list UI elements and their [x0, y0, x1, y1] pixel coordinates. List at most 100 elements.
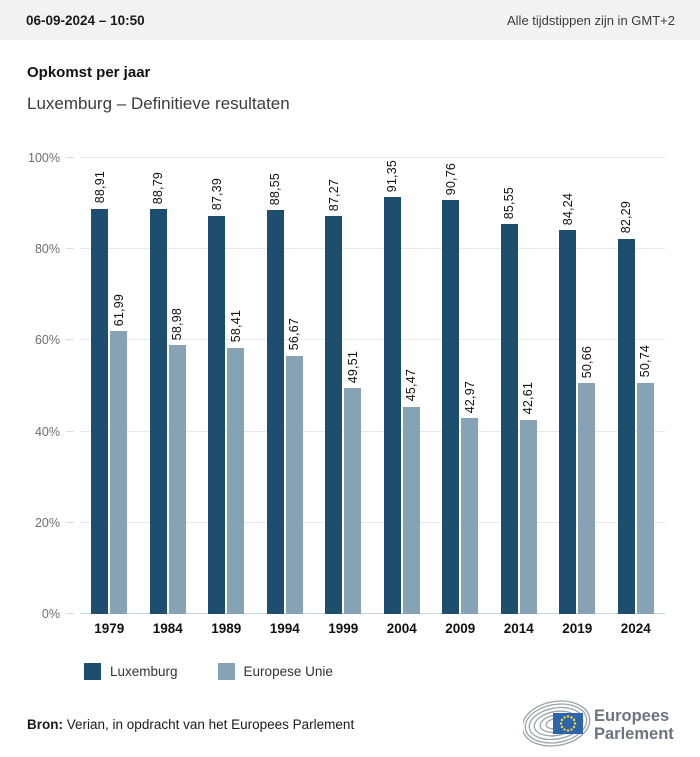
- bar-luxemburg[interactable]: 82,29: [617, 201, 635, 614]
- x-tick-label: 2024: [620, 621, 651, 636]
- page-title: Opkomst per jaar: [27, 64, 151, 81]
- source-text: Verian, in opdracht van het Europees Par…: [66, 716, 355, 732]
- bar-europese-unie[interactable]: 49,51: [344, 351, 362, 614]
- bar-group-1989: 87,39 58,41: [197, 158, 256, 614]
- bar-value-label: 50,74: [638, 345, 653, 378]
- bar-value-label: 42,97: [462, 380, 477, 414]
- bar-value-label: 88,91: [92, 171, 107, 204]
- bar-value-label: 88,55: [268, 172, 283, 206]
- bar-luxemburg[interactable]: 91,35: [383, 160, 401, 614]
- bar-value-label: 82,29: [619, 201, 634, 234]
- legend-item-europese-unie[interactable]: Europese Unie: [217, 663, 333, 680]
- y-axis-label: 60%: [34, 333, 60, 348]
- bar-value-label: 91,35: [385, 160, 400, 193]
- bar-value-label: 58,41: [228, 310, 243, 343]
- bar-chart: 0% 20% 40% 60% 80% 100% 88,91 61,99 88,79 58,98 87…: [28, 151, 665, 621]
- y-axis-label: 0%: [41, 607, 60, 621]
- bar-value-label: 84,24: [560, 192, 575, 225]
- bar-europese-unie[interactable]: 58,41: [227, 310, 245, 614]
- x-tick-label: 2014: [503, 621, 534, 636]
- bar-value-label: 50,66: [579, 345, 594, 378]
- chart-subtitle: Luxemburg – Definitieve resultaten: [27, 94, 290, 113]
- y-axis-tick: [66, 157, 74, 158]
- eu-flag-icon: [553, 713, 583, 734]
- bar-europese-unie[interactable]: 45,47: [402, 369, 420, 614]
- y-axis-tick: [66, 521, 74, 523]
- bar-europese-unie[interactable]: 50,74: [636, 345, 654, 614]
- bar-luxemburg[interactable]: 84,24: [559, 193, 577, 614]
- logo-text-line2: Parlement: [594, 725, 674, 743]
- logo-text-line1: Europees: [594, 707, 669, 725]
- bar-europese-unie[interactable]: 61,99: [110, 294, 128, 614]
- x-tick-label: 1979: [94, 621, 125, 636]
- bar-value-label: 58,98: [170, 307, 185, 341]
- bar-value-label: 49,51: [345, 350, 360, 384]
- european-parliament-logo-graphic: Europees Parlement: [523, 700, 674, 747]
- bar-value-label: 87,39: [209, 178, 224, 211]
- legend-item-luxemburg[interactable]: Luxemburg: [84, 663, 178, 680]
- x-tick-label: 1994: [269, 621, 300, 636]
- european-parliament-logo: Europees Parlement: [523, 698, 688, 750]
- bar-group-1984: 88,79 58,98: [139, 158, 198, 614]
- bar-europese-unie[interactable]: 50,66: [578, 346, 596, 614]
- y-axis-label: 20%: [34, 515, 60, 530]
- bar-europese-unie[interactable]: 56,67: [285, 318, 303, 614]
- bar-europese-unie[interactable]: 58,98: [168, 308, 186, 614]
- legend-swatch: [217, 663, 235, 680]
- y-axis-label: 80%: [34, 242, 60, 257]
- bar-europese-unie[interactable]: 42,97: [461, 381, 479, 614]
- bar-group-2004: 91,35 45,47: [373, 158, 432, 614]
- legend-swatch: [84, 663, 101, 680]
- bar-group-2024: 82,29 50,74: [607, 158, 666, 614]
- bar-value-label: 42,61: [521, 382, 536, 415]
- bar-luxemburg[interactable]: 88,79: [149, 172, 167, 614]
- x-tick-label: 1984: [152, 621, 183, 636]
- gridline: [80, 157, 665, 158]
- bar-value-label: 87,27: [326, 178, 341, 212]
- y-axis-tick: [66, 430, 74, 432]
- bar-luxemburg[interactable]: 88,55: [266, 173, 284, 614]
- y-axis-tick: [66, 613, 74, 614]
- y-axis-tick: [66, 248, 74, 250]
- bar-value-label: 90,76: [443, 162, 458, 196]
- bar-luxemburg[interactable]: 85,55: [500, 187, 518, 614]
- header-bar: 06-09-2024 – 10:50 Alle tijdstippen zijn…: [0, 0, 700, 40]
- y-axis-tick: [66, 339, 74, 341]
- x-tick-label: 1999: [328, 621, 359, 636]
- x-tick-label: 2004: [386, 621, 417, 636]
- x-axis-labels: 1979 1984 1989 1994 1999 2004 2009 2014 2019 2024: [80, 621, 665, 636]
- bar-group-2019: 84,24 50,66: [548, 158, 607, 614]
- source-label: Bron:: [27, 716, 63, 732]
- bar-luxemburg[interactable]: 90,76: [442, 163, 460, 614]
- source-note: Bron: Verian, in opdracht van het Europe…: [27, 717, 354, 732]
- bar-value-label: 45,47: [404, 369, 419, 402]
- gridline: [80, 248, 665, 250]
- bar-luxemburg[interactable]: 88,91: [91, 171, 109, 614]
- gridline: [80, 521, 665, 523]
- x-tick-label: 2009: [445, 621, 476, 636]
- bar-europese-unie[interactable]: 42,61: [519, 382, 537, 614]
- bar-group-2009: 90,76 42,97: [431, 158, 490, 614]
- y-axis-label: 100%: [28, 151, 60, 165]
- bars-container: 88,91 61,99 88,79 58,98 87,39 58,41 88,55 56,67…: [80, 158, 665, 614]
- bar-luxemburg[interactable]: 87,39: [208, 178, 226, 614]
- legend-label: Europese Unie: [243, 664, 333, 679]
- gridline: [80, 339, 665, 341]
- bar-luxemburg[interactable]: 87,27: [325, 179, 343, 614]
- x-tick-label: 1989: [211, 621, 242, 636]
- legend-label: Luxemburg: [110, 664, 178, 679]
- bar-value-label: 88,79: [151, 171, 166, 205]
- gridline: [80, 430, 665, 432]
- bar-group-1979: 88,91 61,99: [80, 158, 139, 614]
- bar-group-1999: 87,27 49,51: [314, 158, 373, 614]
- chart-legend: Luxemburg Europese Unie: [84, 663, 700, 680]
- bar-value-label: 61,99: [111, 294, 126, 327]
- y-axis-label: 40%: [34, 424, 60, 439]
- bar-value-label: 85,55: [502, 186, 517, 219]
- timezone-note: Alle tijdstippen zijn in GMT+2: [507, 12, 675, 28]
- x-axis-line: [80, 613, 665, 614]
- x-tick-label: 2019: [562, 621, 593, 636]
- footer: Bron: Verian, in opdracht van het Europe…: [0, 698, 700, 750]
- bar-group-1994: 88,55 56,67: [256, 158, 315, 614]
- bar-group-2014: 85,55 42,61: [490, 158, 549, 614]
